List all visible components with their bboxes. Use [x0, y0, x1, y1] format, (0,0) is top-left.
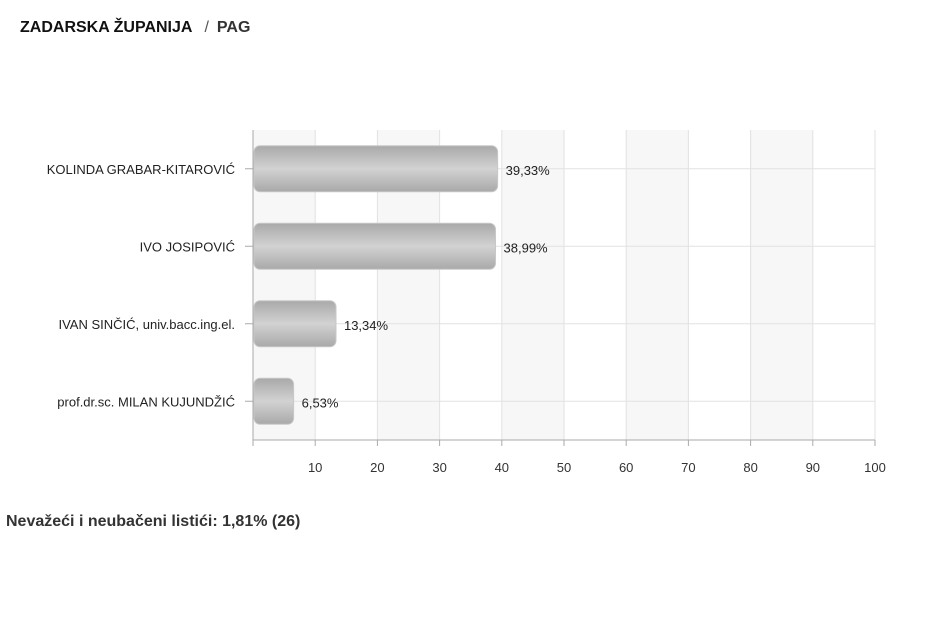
x-tick-label: 10: [308, 460, 322, 475]
x-tick-label: 100: [864, 460, 886, 475]
data-label: 6,53%: [302, 395, 339, 410]
bar: [253, 145, 499, 193]
bar: [253, 377, 295, 425]
data-label: 13,34%: [344, 318, 389, 333]
bar: [253, 222, 497, 270]
grid-band: [750, 130, 813, 440]
data-label: 38,99%: [504, 240, 549, 255]
x-tick-label: 60: [619, 460, 633, 475]
x-tick-label: 50: [557, 460, 571, 475]
results-bar-chart: 10 20 30 40 50 60 70 80 90 100 KOLINDA GRABAR-KITA…: [47, 130, 886, 475]
breadcrumb-separator: /: [204, 19, 209, 36]
page-title: ZADARSKA ŽUPANIJA / PAG: [20, 19, 250, 37]
region-name: ZADARSKA ŽUPANIJA: [20, 19, 193, 36]
place-name: PAG: [216, 19, 251, 36]
bar: [253, 300, 337, 348]
invalid-ballots-note: Nevažeći i neubačeni listići: 1,81% (26): [6, 513, 301, 530]
category-label: prof.dr.sc. MILAN KUJUNDŽIĆ: [57, 394, 235, 409]
category-label: IVO JOSIPOVIĆ: [140, 239, 235, 254]
x-tick-label: 40: [495, 460, 509, 475]
data-label: 39,33%: [506, 163, 551, 178]
grid-band: [626, 130, 689, 440]
x-tick-label: 90: [806, 460, 820, 475]
x-tick-label: 30: [432, 460, 446, 475]
x-tick-label: 70: [681, 460, 695, 475]
category-label: IVAN SINČIĆ, univ.bacc.ing.el.: [58, 317, 235, 332]
category-label: KOLINDA GRABAR-KITAROVIĆ: [47, 162, 235, 177]
x-tick-label: 80: [743, 460, 757, 475]
x-tick-label: 20: [370, 460, 384, 475]
grid-band: [501, 130, 564, 440]
